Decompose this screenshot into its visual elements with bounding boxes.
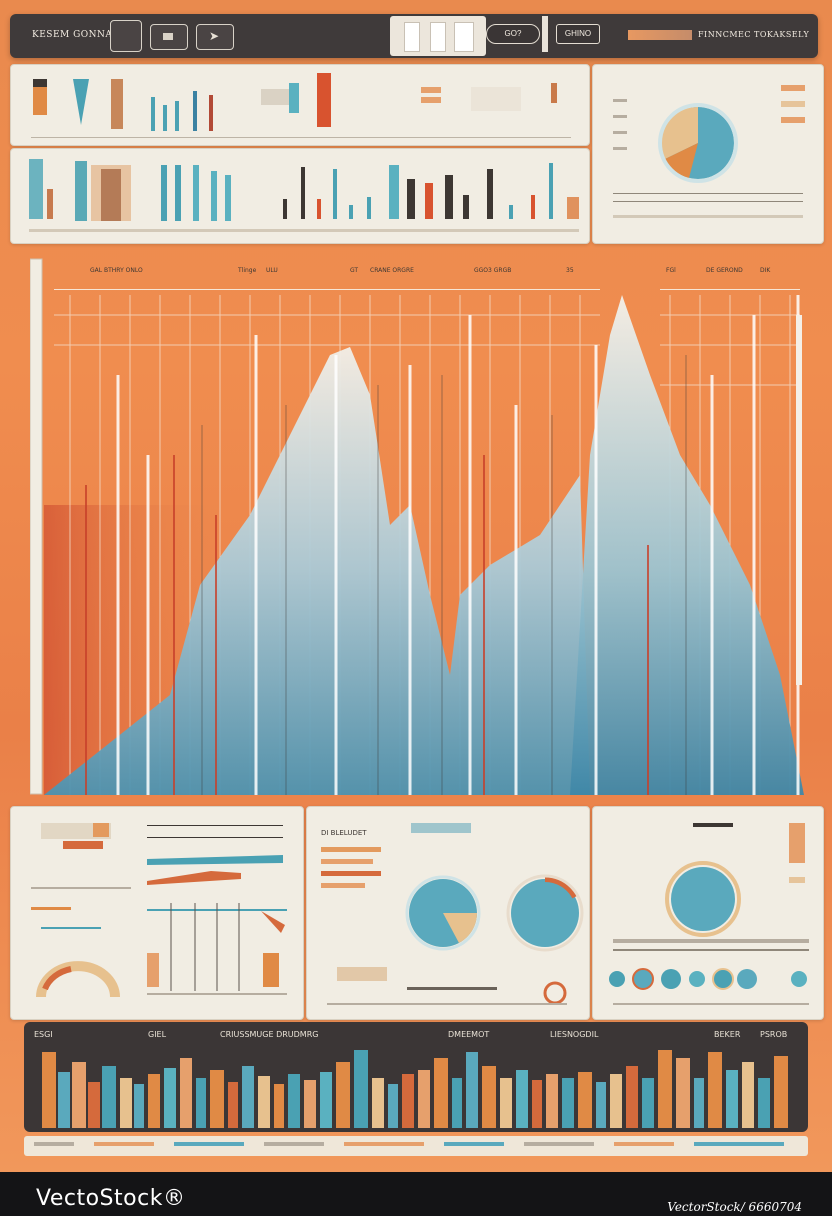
gauge-row xyxy=(609,823,809,1005)
chart-label-3: ULU xyxy=(266,267,278,274)
donut-chart-top xyxy=(613,85,805,218)
chart-label-4: GT xyxy=(350,267,359,274)
panel-bars-middle xyxy=(10,148,590,244)
mini-charts-bottom-left xyxy=(31,823,287,998)
tab-group xyxy=(390,16,486,56)
strip-axis xyxy=(24,1136,808,1156)
chart-label-6: GGO3 GRGB xyxy=(474,267,512,274)
right-title: FINNCMEC TOKAKSELY xyxy=(698,30,810,39)
panel-summary-top xyxy=(10,64,590,146)
action-button[interactable]: GHINO xyxy=(556,24,600,44)
chart-label-5: CRANE ORGRE xyxy=(370,267,414,274)
cursor-button[interactable]: ➤ xyxy=(196,24,234,50)
action-button-label: GHINO xyxy=(564,29,592,38)
strip-label-4: DMEEMOT xyxy=(448,1030,490,1039)
panel-donuts-bottom: DI BLELUDET xyxy=(306,806,590,1020)
chart-label-1: GAL BTHRY ONLO xyxy=(90,267,143,274)
bottom-bar-chart-strip: ESGI GIEL CRIUSSMUGE DRUDMRG DMEEMOT LIE… xyxy=(24,1022,808,1132)
pill-label: GO? xyxy=(504,29,522,38)
strip-label-1: ESGI xyxy=(34,1030,53,1039)
strip-label-7: PSROB xyxy=(760,1030,788,1039)
app-title: KESEM GONNA xyxy=(32,30,113,40)
footer-id: VectorStock/ 6660704 xyxy=(667,1200,802,1214)
chart-label-10: DIK xyxy=(760,267,771,274)
tab-3[interactable] xyxy=(454,22,474,52)
strip-label-5: LIESNOGDIL xyxy=(550,1030,599,1039)
search-pill[interactable]: GO? xyxy=(486,24,540,44)
strip-label-6: BEKER xyxy=(714,1030,741,1039)
footer-bar xyxy=(0,1172,832,1216)
main-chart: GAL BTHRY ONLO Tlinge ULU GT CRANE ORGRE… xyxy=(29,255,810,800)
chart-label-7: 35 xyxy=(566,267,574,274)
square-button[interactable] xyxy=(110,20,142,52)
color-swatch xyxy=(628,30,692,40)
strip-axis-ticks xyxy=(34,1142,784,1146)
slider-handle[interactable] xyxy=(542,16,548,52)
panel-lines-bottom xyxy=(10,806,304,1020)
chart-label-8: FGl xyxy=(666,267,676,274)
strip-bars xyxy=(42,1050,788,1128)
top-toolbar: KESEM GONNA ➤ GO? GHINO FINNCMEC TOKAKSE… xyxy=(10,14,818,58)
chart-label-9: DE GEROND xyxy=(706,267,743,274)
arrow-icon: ➤ xyxy=(209,29,220,43)
tab-2[interactable] xyxy=(430,22,446,52)
window-button[interactable] xyxy=(150,24,188,50)
main-area-chart xyxy=(29,258,804,795)
panel-donut-top xyxy=(592,64,824,244)
tab-1[interactable] xyxy=(404,22,420,52)
chart-label-2: Tlinge xyxy=(238,267,257,274)
footer-brand: VectoStock® xyxy=(36,1186,186,1211)
strip-label-3: CRIUSSMUGE DRUDMRG xyxy=(220,1030,319,1039)
panel-b-title: DI BLELUDET xyxy=(321,829,367,837)
mini-bar-charts-middle xyxy=(29,159,579,232)
mini-bar-charts-top xyxy=(31,73,571,138)
strip-label-2: GIEL xyxy=(148,1030,167,1039)
panel-gauges-bottom xyxy=(592,806,824,1020)
donut-pair xyxy=(321,823,584,1005)
